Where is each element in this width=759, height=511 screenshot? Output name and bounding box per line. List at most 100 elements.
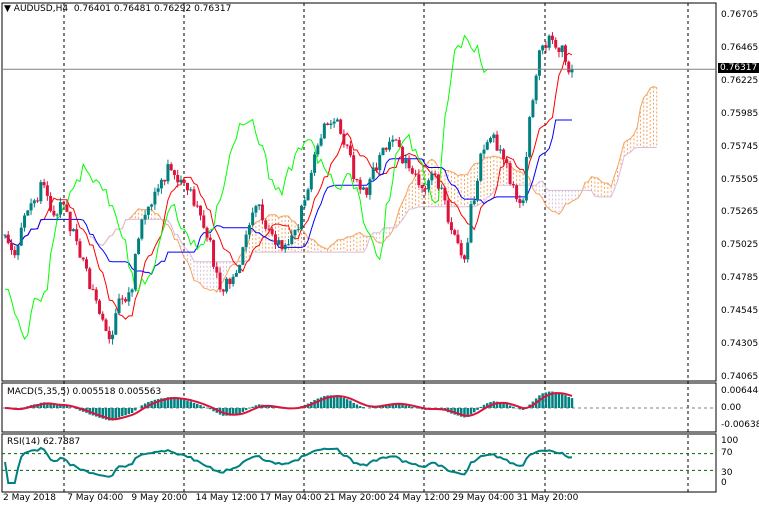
candle-body [290, 235, 294, 245]
macd-axis-zero: 0.00 [721, 403, 742, 413]
candle-body [524, 156, 528, 201]
candle-body [159, 179, 163, 189]
symbol: AUDUSD [13, 4, 53, 14]
candle-body [225, 278, 229, 292]
candle-body [29, 203, 33, 211]
candle-body [267, 228, 271, 230]
candle-body [150, 204, 154, 207]
candle-body [466, 242, 470, 260]
candle-body [270, 229, 274, 235]
candle-body [511, 183, 515, 186]
candle-body [313, 154, 317, 173]
time-tick: 21 May 20:00 [324, 493, 386, 503]
candle-body [10, 243, 14, 251]
candle-body [417, 174, 421, 186]
time-tick: 14 May 12:00 [195, 493, 258, 503]
candle-body [16, 245, 20, 256]
candle-body [440, 187, 444, 189]
macd-label: MACD(5,35,5) 0.005518 0.005563 [7, 387, 162, 397]
candle-body [130, 289, 134, 293]
candle-body [557, 47, 561, 52]
candle-body [52, 210, 56, 216]
candle-body [192, 189, 196, 206]
candle-body [410, 168, 414, 174]
candle-body [137, 238, 141, 255]
current-price-label: 0.76317 [718, 63, 759, 74]
time-tick: 7 May 04:00 [67, 493, 124, 503]
candle-body [39, 182, 43, 202]
candle-body [296, 229, 300, 231]
candle-body [404, 159, 408, 164]
candle-body [502, 149, 506, 160]
candle-body [107, 330, 111, 340]
rsi-axis-30: 30 [721, 468, 733, 478]
candle-body [515, 185, 519, 200]
candle-body [189, 189, 193, 191]
time-tick: 24 May 12:00 [388, 493, 450, 503]
candle-body [55, 214, 59, 216]
candle-body [388, 141, 392, 150]
candle-body [554, 39, 558, 48]
macd-signal-line [4, 392, 573, 421]
timeframe: H4 [55, 4, 69, 14]
candle-body [397, 140, 401, 147]
price-tick: 0.76465 [721, 42, 759, 53]
candle-body [36, 200, 40, 202]
candle-body [241, 247, 245, 265]
candle-body [374, 167, 378, 171]
price-tick: 0.75265 [721, 207, 759, 218]
candle-body [156, 188, 160, 192]
candle-body [19, 227, 23, 246]
candle-body [342, 133, 346, 145]
candle-body [205, 227, 209, 238]
macd-axis-max: 0.006448 [721, 386, 759, 396]
candle-body [300, 205, 304, 230]
candle-body [3, 234, 7, 236]
candle-body [163, 179, 167, 182]
candle-body [114, 313, 118, 335]
candle-body [32, 200, 36, 204]
candle-body [469, 204, 473, 243]
candle-body [528, 117, 532, 157]
candle-body [479, 153, 483, 181]
time-tick: 9 May 20:00 [131, 493, 188, 503]
rsi-axis-70: 70 [721, 448, 733, 458]
price-tick: 0.76705 [721, 10, 759, 20]
candle-body [104, 319, 108, 331]
chart-header: ▼ AUDUSD,H4 0.76401 0.76481 0.76292 0.76… [4, 4, 232, 14]
candle-body [273, 234, 277, 245]
candle-body [287, 244, 290, 246]
time-tick: 2 May 2018 [3, 493, 56, 503]
candle-body [182, 179, 186, 183]
candle-body [326, 123, 330, 125]
candle-body [23, 215, 27, 228]
tenkan-sen-line [4, 52, 573, 320]
price-tick: 0.74785 [721, 273, 759, 284]
candle-body [381, 147, 385, 155]
candle-body [84, 259, 88, 269]
candle-body [371, 167, 375, 180]
candle-body [146, 206, 150, 215]
candle-body [166, 164, 170, 182]
price-tick: 0.75505 [721, 174, 759, 185]
price-tick: 0.74065 [721, 371, 759, 382]
candle-body [560, 45, 564, 52]
candle-body [120, 298, 124, 300]
candle-body [485, 142, 489, 150]
collapse-triangle-icon[interactable]: ▼ [4, 4, 11, 14]
candle-body [462, 255, 466, 260]
candle-body [75, 229, 79, 242]
candle-body [185, 182, 189, 191]
candle-body [384, 147, 388, 150]
time-tick: 31 May 20:00 [516, 493, 579, 503]
candle-body [378, 154, 382, 171]
candle-body [98, 300, 101, 314]
candle-body [172, 170, 176, 175]
candle-body [339, 119, 343, 134]
candle-body [456, 234, 460, 244]
candle-body [544, 45, 548, 48]
candle-body [316, 145, 320, 155]
candle-body [322, 123, 326, 139]
price-tick: 0.76225 [721, 75, 759, 86]
